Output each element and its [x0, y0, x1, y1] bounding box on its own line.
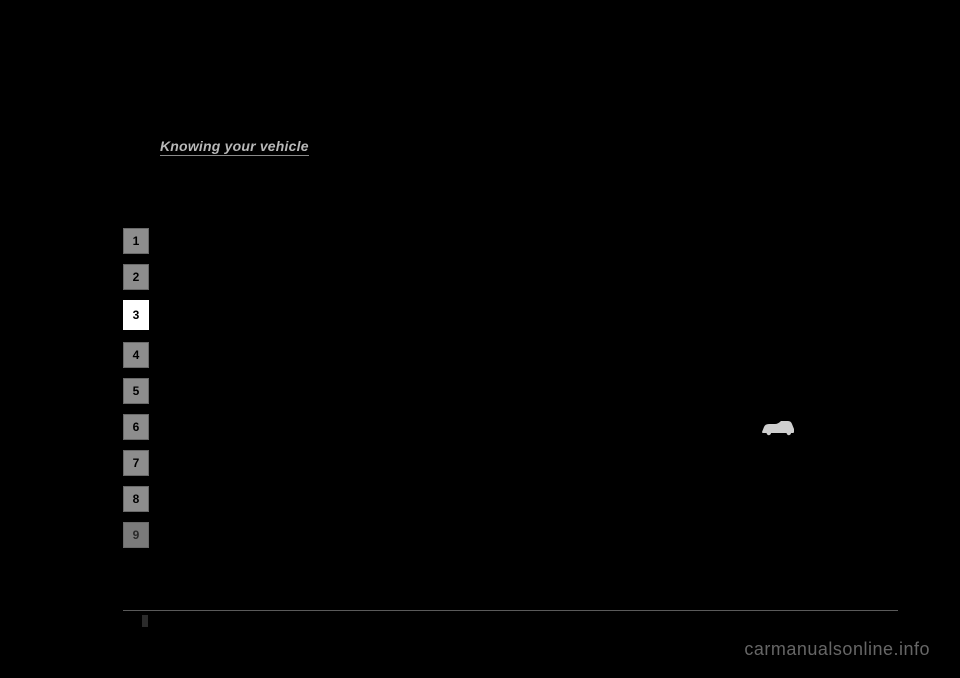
watermark: carmanualsonline.info: [744, 639, 930, 660]
tab-7[interactable]: 7: [123, 450, 149, 476]
chapter-title: Knowing your vehicle: [160, 138, 309, 156]
tab-9[interactable]: 9: [123, 522, 149, 548]
page-number-mark: [142, 615, 148, 627]
tab-6[interactable]: 6: [123, 414, 149, 440]
tab-1[interactable]: 1: [123, 228, 149, 254]
footer-rule: [123, 610, 898, 611]
car-silhouette-icon: [760, 418, 796, 438]
tab-2[interactable]: 2: [123, 264, 149, 290]
section-tabs: 1 2 3 4 5 6 7 8 9: [123, 228, 149, 558]
tab-8[interactable]: 8: [123, 486, 149, 512]
tab-5[interactable]: 5: [123, 378, 149, 404]
tab-3[interactable]: 3: [123, 300, 149, 330]
manual-page: Knowing your vehicle 1 2 3 4 5 6 7 8 9: [60, 40, 900, 600]
tab-4[interactable]: 4: [123, 342, 149, 368]
